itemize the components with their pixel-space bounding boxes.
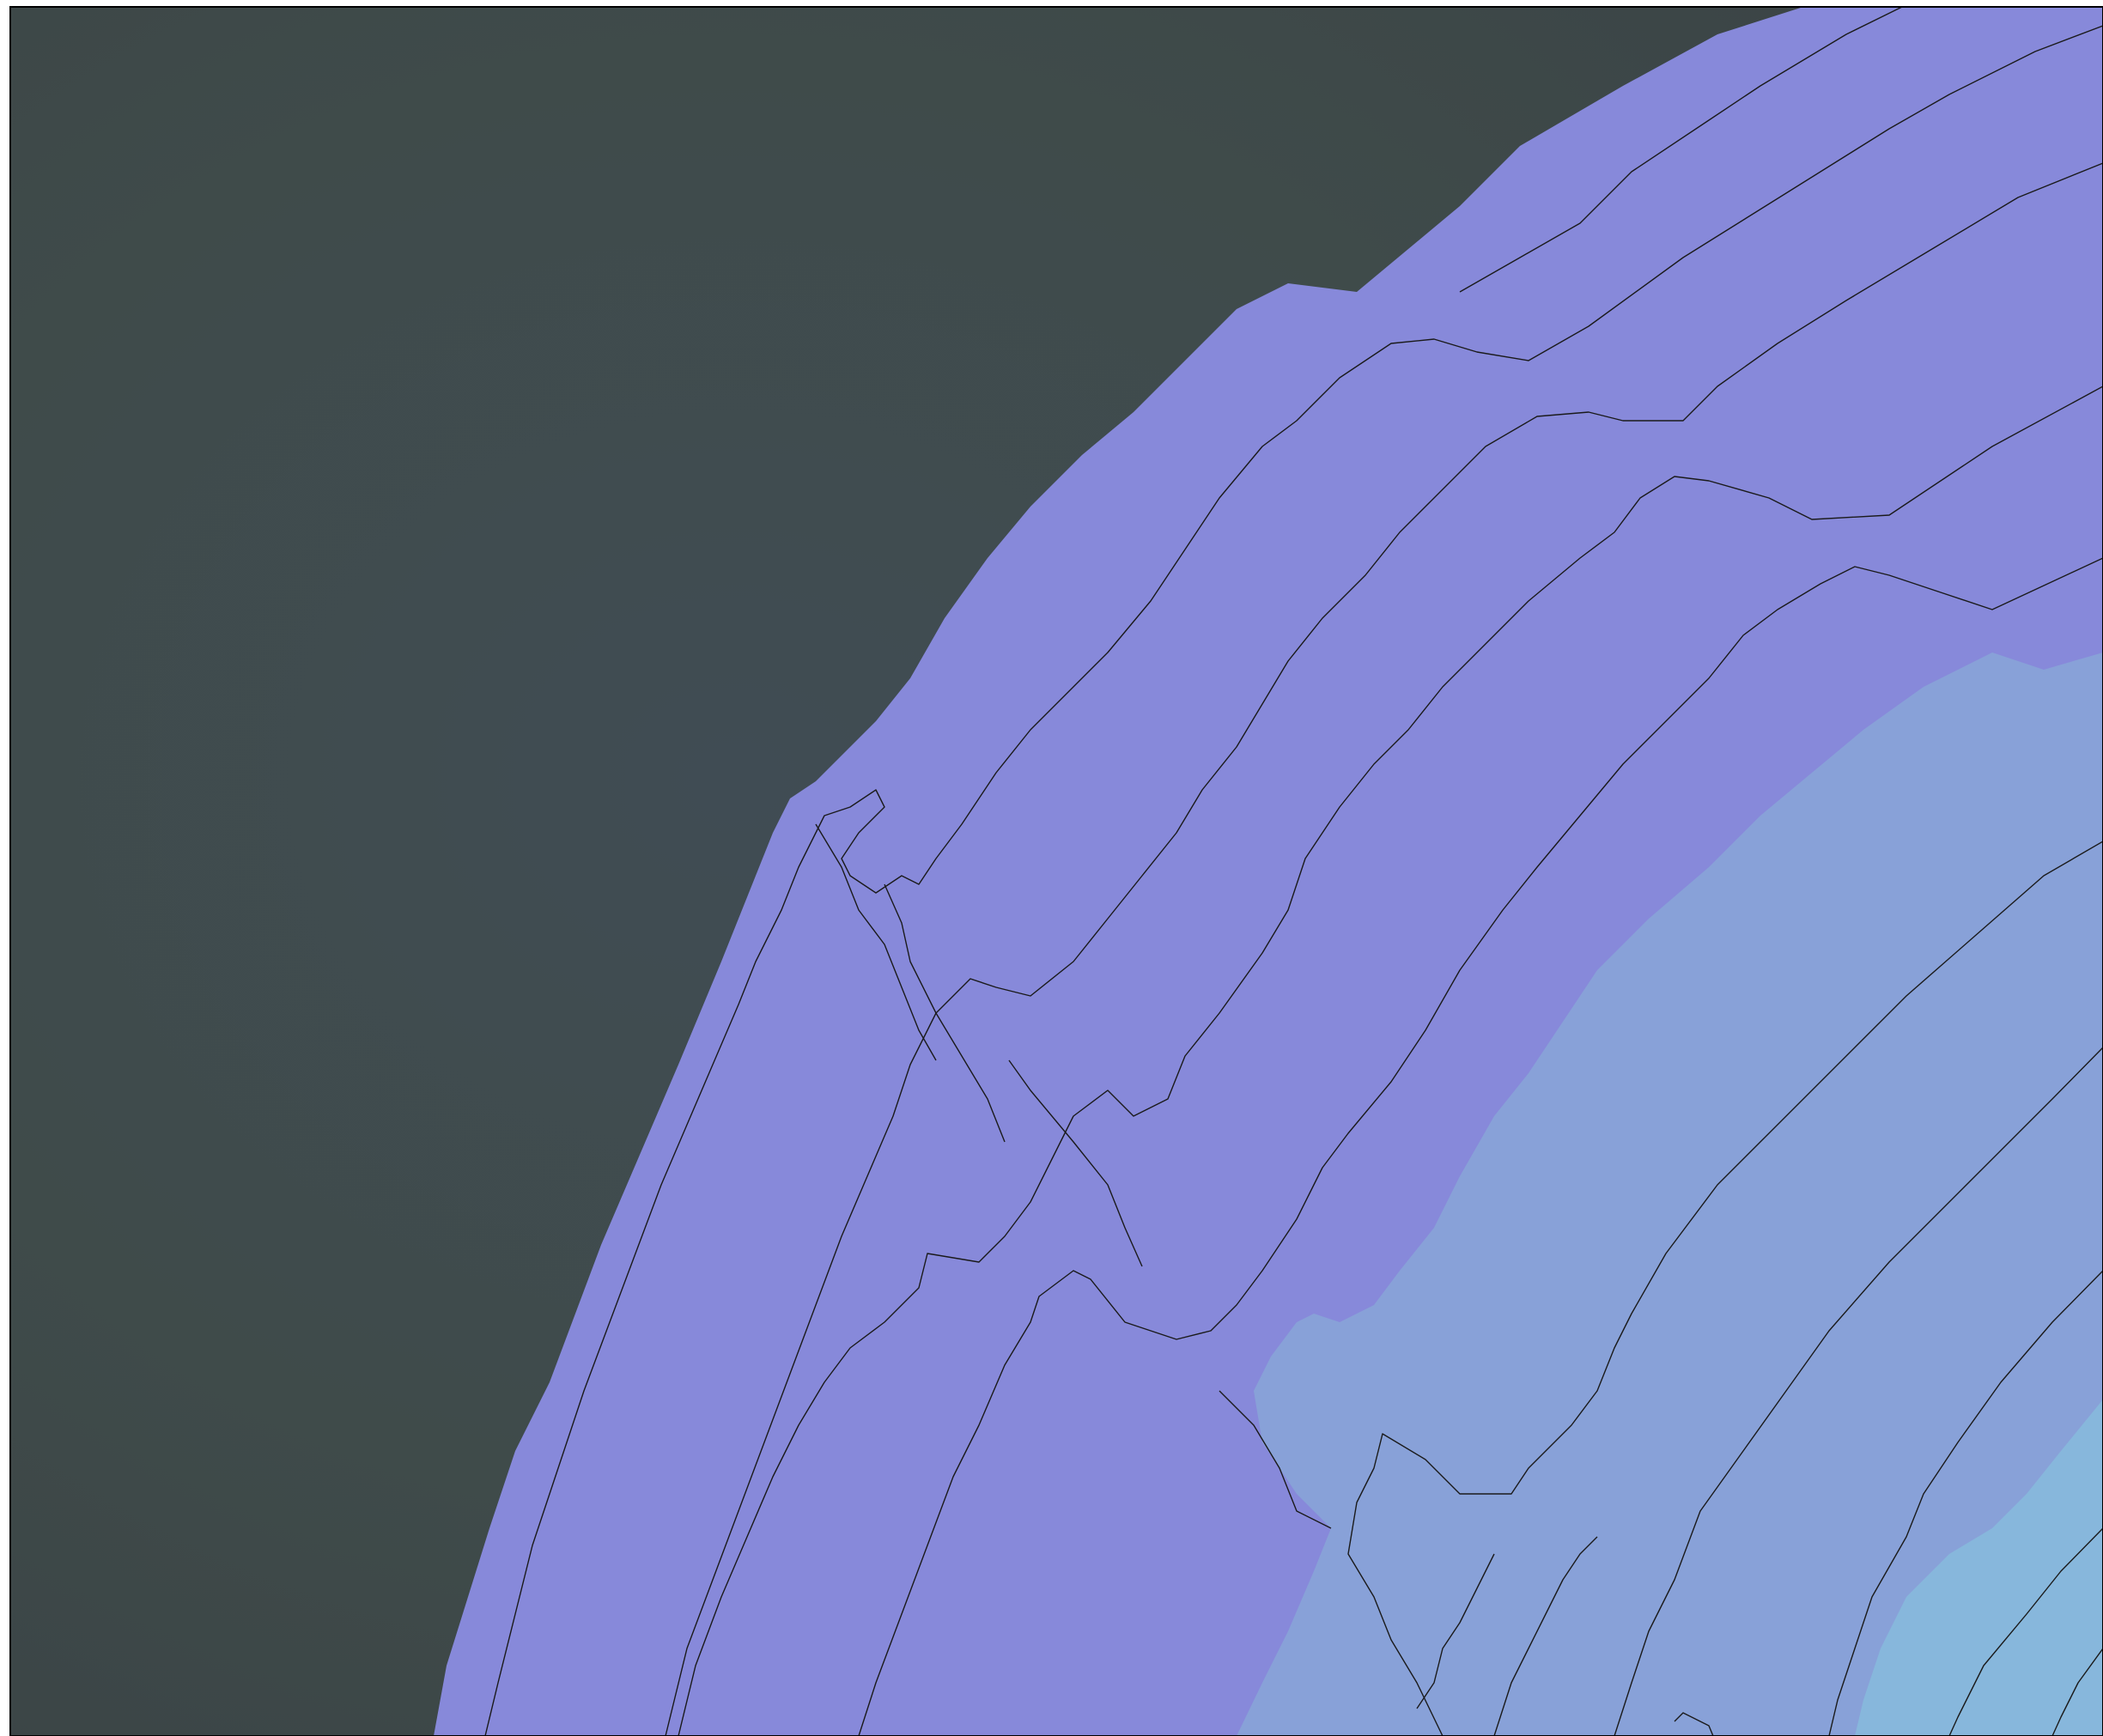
contour-lines	[484, 7, 2103, 1736]
map-frame	[9, 6, 2103, 1736]
light-blue-zone	[1855, 1399, 2103, 1736]
periwinkle-zone	[1237, 653, 2103, 1736]
